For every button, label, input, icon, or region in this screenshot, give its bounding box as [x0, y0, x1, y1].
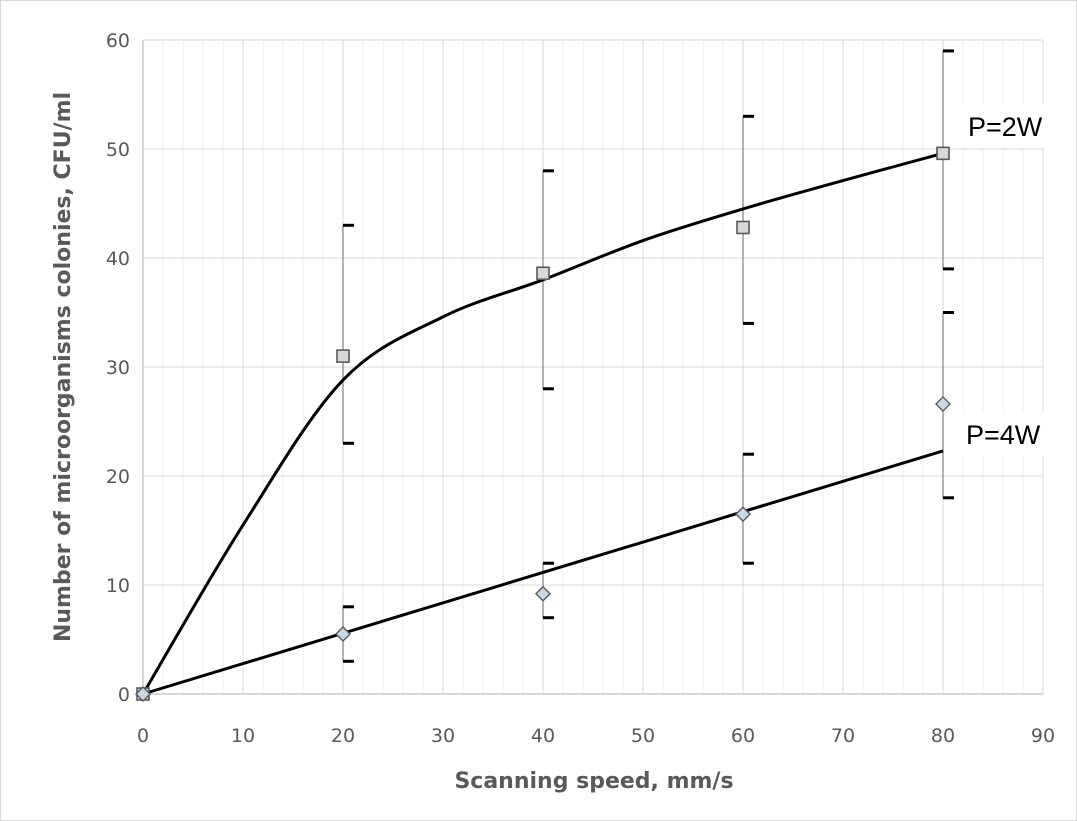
- y-tick-label: 50: [106, 139, 130, 161]
- x-tick-label: 70: [831, 725, 855, 747]
- data-point-p4w: [535, 585, 551, 602]
- x-tick-label: 90: [1031, 725, 1055, 747]
- y-tick-label: 0: [118, 684, 130, 706]
- y-tick-label: 20: [106, 466, 130, 488]
- x-tick-label: 40: [531, 725, 555, 747]
- trend-line-p4w: [142, 449, 944, 696]
- x-tick-label: 30: [431, 725, 455, 747]
- grid: [143, 39, 1044, 694]
- data-point-p4w: [935, 396, 951, 413]
- x-tick-label: 0: [137, 725, 149, 747]
- y-tick-label: 60: [106, 30, 130, 52]
- data-point-p4w: [735, 506, 751, 523]
- x-tick-label: 10: [231, 725, 255, 747]
- trend-line-p2w: [141, 151, 944, 695]
- data-point-p2w: [536, 266, 550, 281]
- series-label-bg-4w: [958, 412, 1050, 456]
- axes: [142, 40, 1043, 695]
- x-tick-label: 60: [731, 725, 755, 747]
- series-label-p2w: P=2W: [968, 112, 1043, 142]
- data-points: [135, 146, 951, 702]
- data-point-p4w: [335, 626, 351, 643]
- series-label-p4w: P=4W: [966, 420, 1041, 450]
- x-tick-label: 80: [931, 725, 955, 747]
- x-axis-title: Scanning speed, mm/s: [454, 769, 733, 794]
- data-point-p4w: [135, 686, 151, 702]
- data-point-p2w: [936, 146, 950, 161]
- y-axis-title: Number of microorganisms colonies, CFU/m…: [51, 92, 76, 642]
- x-tick-label: 20: [331, 725, 355, 747]
- y-tick-label: 10: [106, 575, 130, 597]
- data-point-p2w: [736, 220, 750, 235]
- y-tick-label: 30: [106, 357, 130, 379]
- error-bars: [342, 49, 954, 663]
- y-tick-label: 40: [106, 248, 130, 270]
- data-point-p2w: [336, 349, 350, 363]
- tick-labels: 0 10 20 30 40 50 60 70 80 90 0 10 20 30 40 50 60: [106, 30, 1055, 747]
- x-tick-label: 50: [631, 725, 655, 747]
- series-label-bg-2w: [960, 104, 1050, 148]
- trend-lines: [141, 151, 944, 696]
